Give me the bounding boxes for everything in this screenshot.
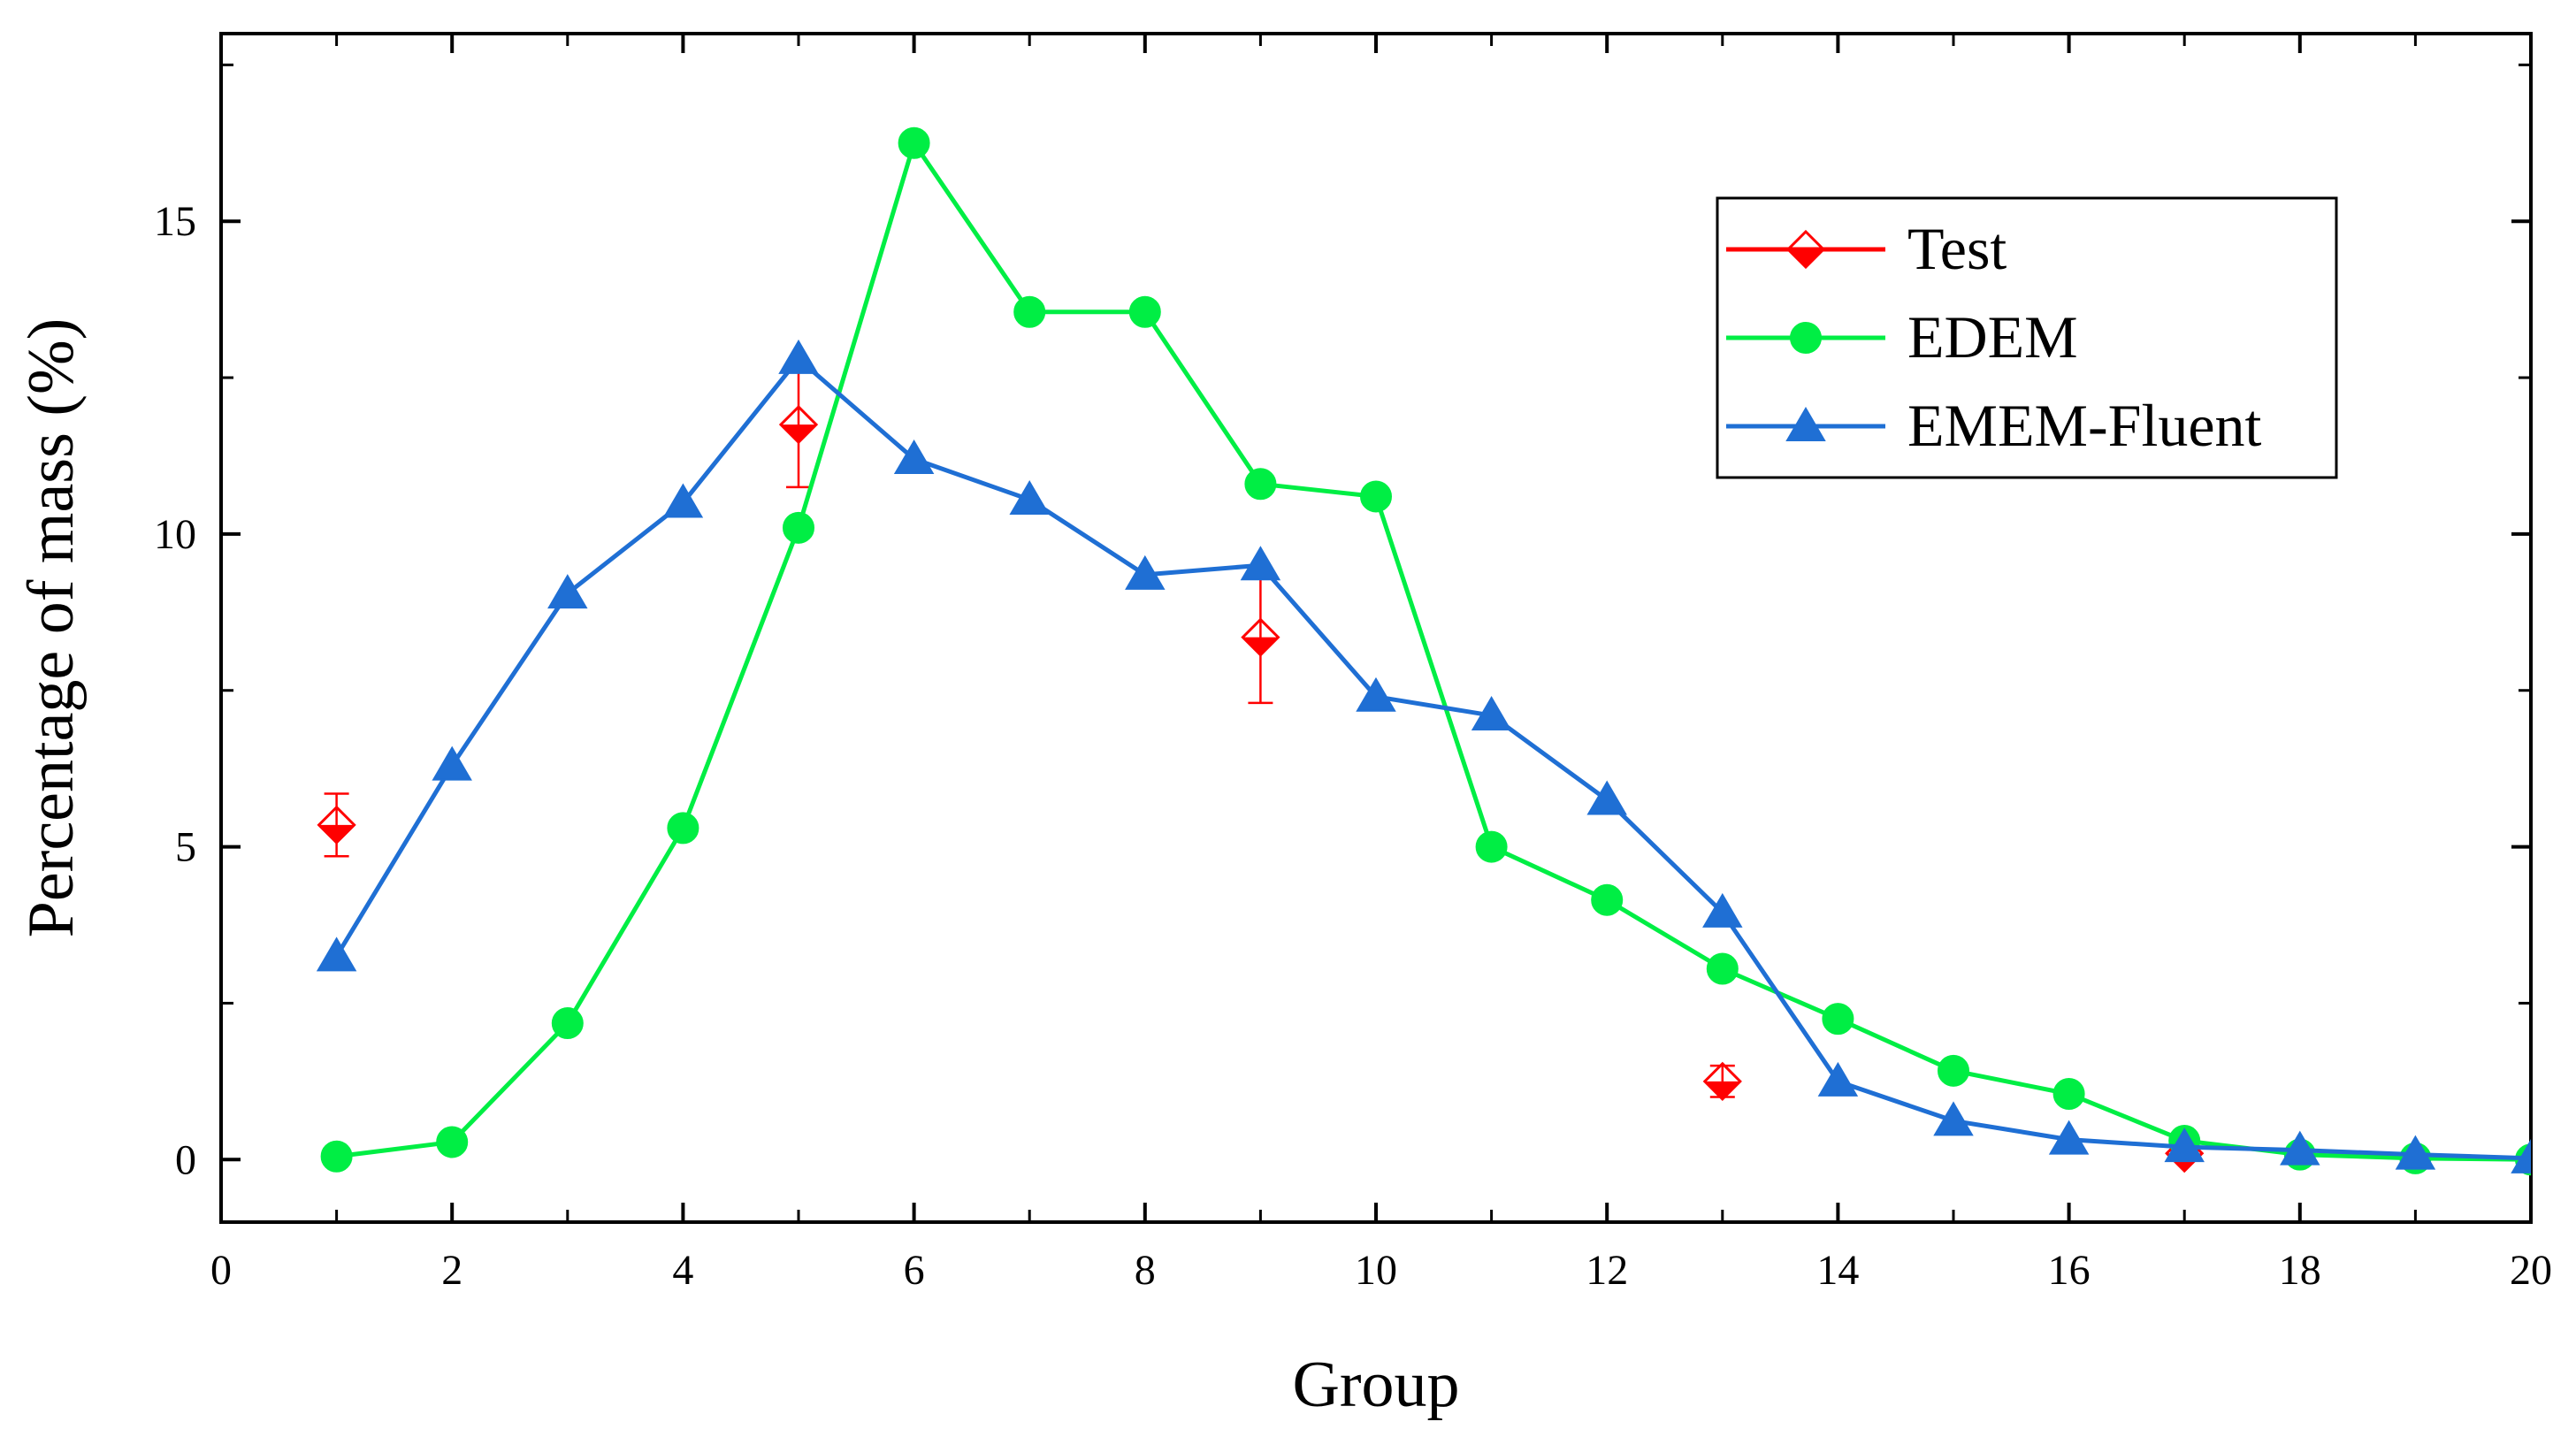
data-point [551,1007,584,1040]
x-tick-label: 0 [210,1247,232,1294]
x-tick-label: 6 [904,1247,925,1294]
data-point [1125,554,1166,590]
marker-outline [778,404,819,445]
series-line [334,356,2531,1161]
x-tick-label: 18 [2279,1247,2321,1294]
x-tick-label: 14 [1816,1247,1859,1294]
x-tick-label: 10 [1355,1247,1397,1294]
marker-outline [1241,617,1280,657]
data-point [1241,617,1280,657]
data-point [1471,696,1512,731]
x-tick-label: 2 [441,1247,462,1294]
y-tick-label: 0 [175,1136,196,1183]
legend-entry: Test [1726,215,2007,282]
legend-label: EMEM-Fluent [1907,392,2262,459]
data-point [1702,892,1743,928]
series-line [336,141,2531,1162]
legend-entry: EDEM [1726,303,2078,371]
data-point [1240,546,1281,581]
y-tick-label: 15 [154,198,196,245]
data-point [1009,480,1050,515]
data-point [662,483,704,518]
data-point [1817,1061,1859,1097]
data-point [1360,480,1392,513]
marker-fill [1788,249,1823,267]
data-point [320,1140,353,1173]
data-point [436,1126,469,1158]
data-point [1938,1054,1969,1087]
data-point [2511,1138,2531,1173]
series-test [317,361,2205,1173]
x-tick-label: 12 [1586,1247,1628,1294]
legend-marker [1785,407,1826,441]
data-point [316,936,357,972]
x-tick-label: 4 [672,1247,693,1294]
data-point [1128,295,1161,328]
x-tick-label: 8 [1135,1247,1156,1294]
data-point [893,440,935,475]
data-point [2395,1135,2436,1170]
legend-marker [1790,322,1822,354]
data-point [1244,468,1277,501]
legend-label: EDEM [1907,303,2078,371]
data-point [1706,952,1739,985]
marker-fill [318,824,355,843]
data-point [667,812,699,845]
data-point [1013,295,1046,328]
data-point [778,404,819,445]
legend-marker [1785,229,1826,270]
x-axis-title: Group [1292,1349,1459,1421]
data-point [1591,883,1624,916]
data-point [1822,1003,1854,1036]
data-point [2048,1120,2090,1155]
series-emem-fluent [316,339,2531,1173]
data-point [547,574,588,609]
data-point [1702,1061,1742,1101]
marker-fill [781,424,816,443]
marker-fill [1242,637,1279,655]
data-point [783,511,814,544]
marker-outline [317,805,356,845]
y-axis-title: Percentage of mass (%) [15,318,88,938]
data-point [778,339,819,374]
data-point [317,805,356,845]
legend-entry: EMEM-Fluent [1726,392,2262,459]
x-tick-label: 16 [2048,1247,2091,1294]
legend-label: Test [1907,215,2007,282]
data-point [2052,1077,2085,1110]
x-tick-label: 20 [2510,1247,2552,1294]
data-point [898,126,930,159]
marker-outline [1702,1061,1742,1101]
data-point [432,745,472,781]
marker-outline [1785,229,1826,270]
data-point [1933,1101,1974,1136]
data-point [1586,780,1627,815]
y-tick-label: 5 [175,824,196,871]
data-point [1475,830,1508,863]
data-point [2164,1127,2205,1163]
data-point [2280,1130,2320,1166]
marker-fill [1704,1081,1740,1099]
data-point [1356,676,1396,712]
y-tick-label: 10 [154,511,196,558]
